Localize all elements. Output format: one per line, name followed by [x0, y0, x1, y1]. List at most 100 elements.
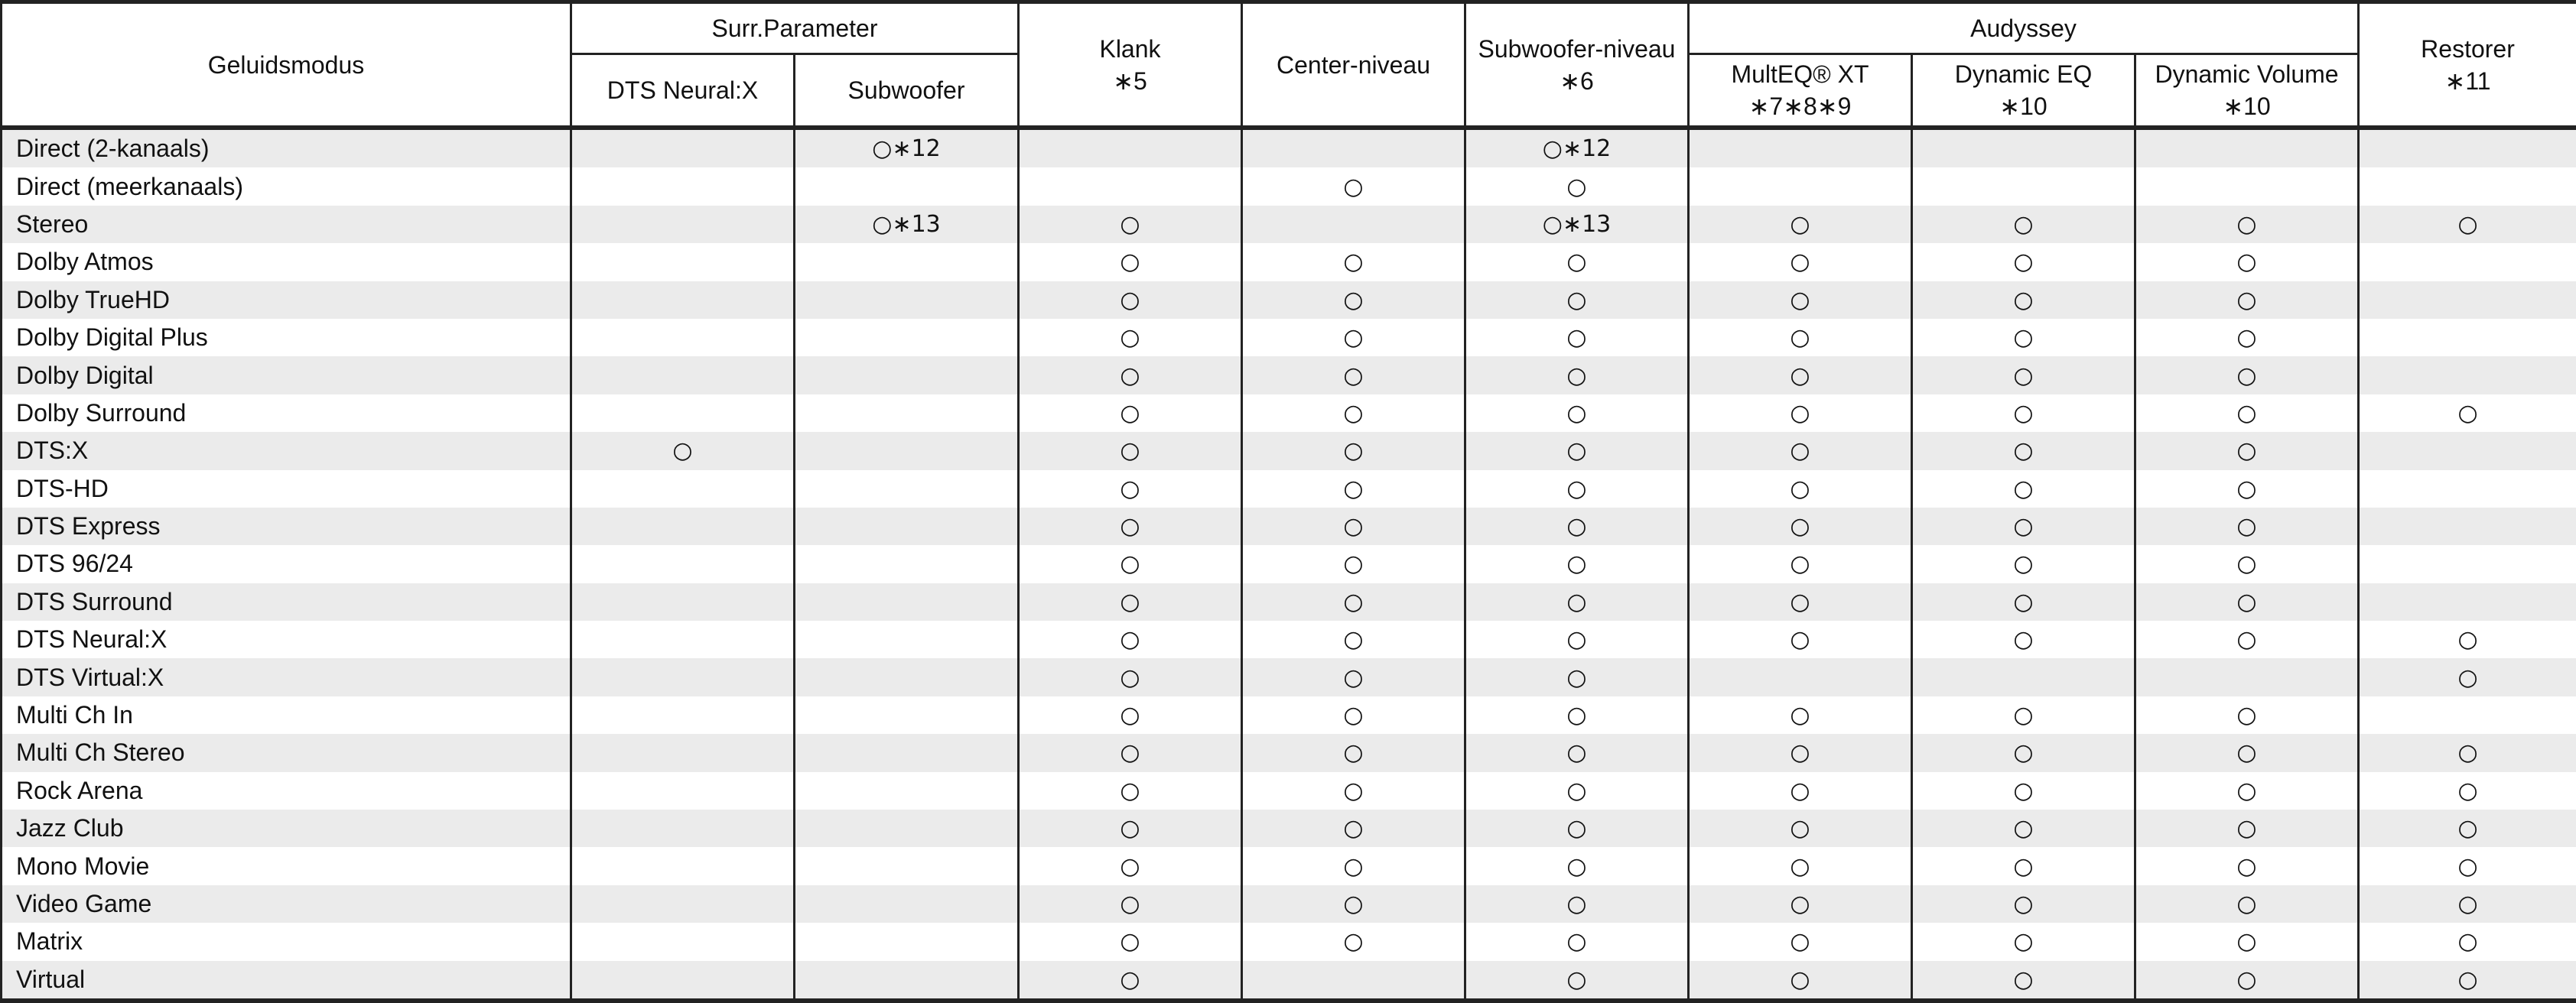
table-row: Stereo○∗13○○∗13○○○○ — [2, 206, 2576, 243]
header-dts-neural-x: DTS Neural:X — [571, 54, 795, 128]
table-row: Mono Movie○○○○○○○ — [2, 847, 2576, 885]
availability-cell — [2359, 281, 2576, 319]
table-row: Dolby Surround○○○○○○○ — [2, 394, 2576, 432]
availability-cell: ○ — [1019, 243, 1242, 281]
availability-cell: ○ — [1242, 658, 1465, 696]
sound-mode-name: Video Game — [2, 885, 571, 923]
availability-cell — [1019, 128, 1242, 167]
availability-cell: ○ — [2135, 356, 2359, 394]
availability-cell: ○ — [1465, 356, 1689, 394]
sound-mode-name: Stereo — [2, 206, 571, 243]
availability-cell: ○ — [2135, 885, 2359, 923]
availability-cell: ○ — [1242, 810, 1465, 847]
sound-mode-name: Mono Movie — [2, 847, 571, 885]
availability-cell — [571, 243, 795, 281]
availability-cell: ○ — [1019, 810, 1242, 847]
table-row: Direct (meerkanaals)○○ — [2, 167, 2576, 205]
availability-cell: ○ — [571, 432, 795, 469]
availability-cell: ○ — [1912, 394, 2135, 432]
availability-cell: ○ — [1912, 356, 2135, 394]
availability-cell: ○ — [1242, 923, 1465, 960]
availability-cell: ○∗12 — [1465, 128, 1689, 167]
header-audyssey: Audyssey — [1689, 2, 2359, 54]
table-row: Direct (2-kanaals)○∗12○∗12 — [2, 128, 2576, 167]
availability-cell: ○ — [2135, 583, 2359, 621]
availability-cell — [795, 545, 1019, 583]
availability-cell — [571, 696, 795, 734]
table-row: Dolby Atmos○○○○○○ — [2, 243, 2576, 281]
sound-mode-name: Dolby Digital Plus — [2, 319, 571, 356]
availability-cell: ○ — [1689, 696, 1912, 734]
availability-cell: ○ — [2135, 961, 2359, 1001]
availability-cell: ○ — [1242, 885, 1465, 923]
availability-cell: ○ — [1465, 470, 1689, 508]
availability-cell: ○ — [1242, 772, 1465, 810]
availability-cell — [795, 961, 1019, 1001]
table-row: Dolby Digital Plus○○○○○○ — [2, 319, 2576, 356]
availability-cell — [795, 583, 1019, 621]
availability-cell: ○ — [1019, 394, 1242, 432]
availability-cell: ○ — [2359, 734, 2576, 771]
availability-cell: ○ — [2359, 923, 2576, 960]
availability-cell — [1912, 658, 2135, 696]
availability-cell: ○ — [1689, 583, 1912, 621]
availability-cell: ○ — [1912, 847, 2135, 885]
availability-cell — [571, 621, 795, 658]
availability-cell: ○ — [1019, 734, 1242, 771]
availability-cell: ○ — [1912, 508, 2135, 545]
availability-cell — [2135, 167, 2359, 205]
availability-cell: ○ — [2135, 319, 2359, 356]
availability-cell: ○ — [1912, 621, 2135, 658]
table-row: Jazz Club○○○○○○○ — [2, 810, 2576, 847]
availability-cell — [1242, 206, 1465, 243]
sound-mode-name: Direct (meerkanaals) — [2, 167, 571, 205]
availability-cell: ○ — [1242, 243, 1465, 281]
availability-cell — [571, 356, 795, 394]
availability-cell: ○ — [1465, 167, 1689, 205]
availability-cell — [795, 243, 1019, 281]
availability-cell — [1912, 167, 2135, 205]
availability-cell: ○ — [2359, 772, 2576, 810]
availability-cell: ○ — [1912, 319, 2135, 356]
availability-cell: ○ — [1242, 356, 1465, 394]
availability-cell — [571, 508, 795, 545]
availability-cell: ○ — [2135, 243, 2359, 281]
availability-cell — [795, 696, 1019, 734]
availability-cell: ○ — [1465, 923, 1689, 960]
header-klank-note: ∗5 — [1113, 67, 1147, 95]
availability-cell: ○ — [1465, 658, 1689, 696]
availability-cell: ○ — [1242, 621, 1465, 658]
availability-cell: ○ — [2135, 281, 2359, 319]
availability-cell: ○ — [1912, 243, 2135, 281]
table-row: DTS Neural:X○○○○○○○ — [2, 621, 2576, 658]
header-dynamic-volume-label: Dynamic Volume — [2155, 60, 2338, 88]
availability-cell: ○ — [1019, 961, 1242, 1001]
availability-cell: ○ — [1019, 281, 1242, 319]
availability-cell — [2135, 128, 2359, 167]
header-restorer-note: ∗11 — [2445, 67, 2491, 95]
availability-cell — [1689, 167, 1912, 205]
availability-cell: ○ — [1242, 508, 1465, 545]
header-klank-label: Klank — [1099, 35, 1160, 63]
sound-mode-name: DTS 96/24 — [2, 545, 571, 583]
availability-cell: ○ — [1242, 734, 1465, 771]
availability-cell: ○ — [1465, 243, 1689, 281]
availability-cell — [571, 545, 795, 583]
availability-cell: ○ — [2135, 847, 2359, 885]
availability-cell: ○∗13 — [795, 206, 1019, 243]
availability-cell: ○ — [2135, 394, 2359, 432]
sound-mode-name: Dolby TrueHD — [2, 281, 571, 319]
table-row: Rock Arena○○○○○○○ — [2, 772, 2576, 810]
availability-cell: ○ — [1465, 847, 1689, 885]
sound-mode-name: DTS Virtual:X — [2, 658, 571, 696]
availability-cell — [571, 206, 795, 243]
table-row: DTS:X○○○○○○○ — [2, 432, 2576, 469]
sound-mode-name: Multi Ch Stereo — [2, 734, 571, 771]
availability-cell: ○ — [2135, 508, 2359, 545]
availability-cell: ○∗12 — [795, 128, 1019, 167]
availability-cell: ○∗13 — [1465, 206, 1689, 243]
header-klank: Klank ∗5 — [1019, 2, 1242, 128]
header-subwoofer-niveau-label: Subwoofer-niveau — [1478, 35, 1676, 63]
